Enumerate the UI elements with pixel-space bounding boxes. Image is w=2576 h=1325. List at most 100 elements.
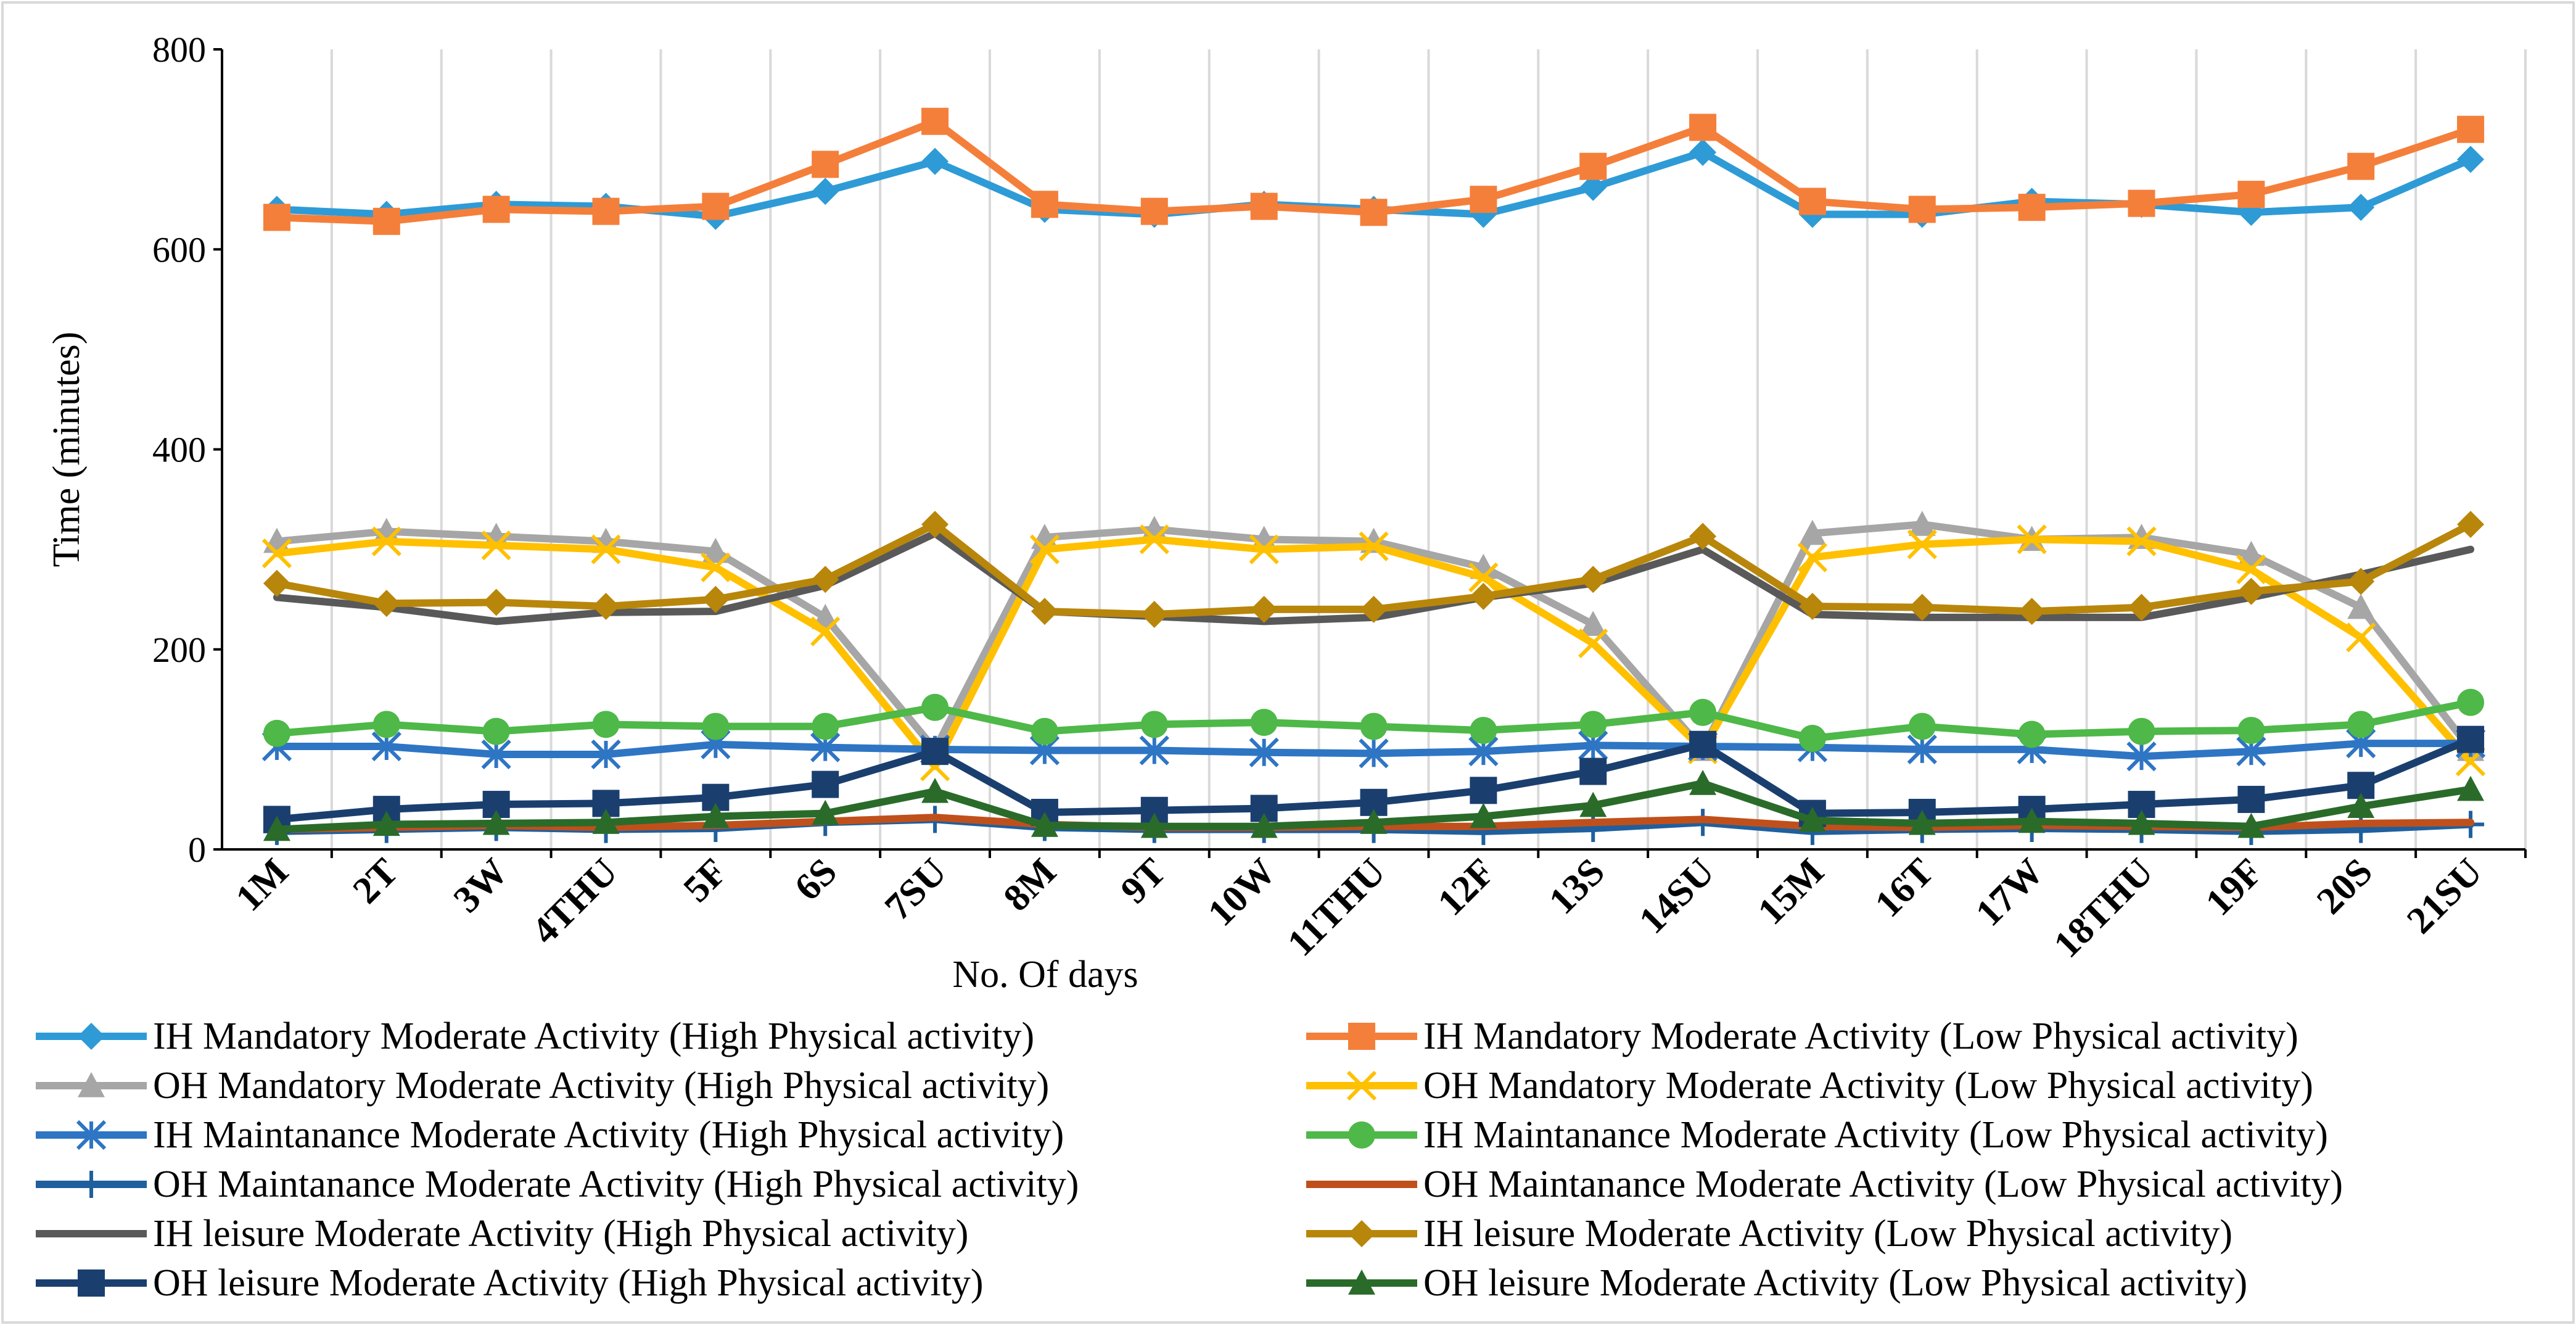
data-point [263,204,290,231]
data-point [1250,192,1278,220]
data-point [1689,114,1717,141]
series-10 [263,511,2485,629]
data-point [1140,711,1168,738]
data-point [1031,812,1058,837]
data-point [78,1072,105,1097]
legend-item: IH Maintanance Moderate Activity (High P… [36,1114,1064,1156]
data-point [1348,1220,1375,1247]
data-point [1031,191,1058,218]
data-point [702,192,730,220]
data-point [1029,534,1060,564]
data-point [1250,709,1278,737]
data-point [76,1120,107,1150]
data-point [1140,812,1168,838]
data-point [921,693,949,721]
legend-item: OH Mandatory Moderate Activity (High Phy… [36,1065,1049,1107]
legend-item: OH Maintanance Moderate Activity (High P… [36,1163,1079,1205]
data-point [1346,1070,1377,1101]
data-point [2457,775,2485,801]
data-point [702,803,730,828]
data-point [2457,725,2485,753]
data-point [2457,511,2485,539]
x-axis-title: No. Of days [952,954,1138,996]
legend-label: OH Maintanance Moderate Activity (Low Ph… [1423,1163,2343,1205]
data-point [78,1171,105,1198]
data-point [1797,542,1828,572]
data-point [1798,725,1826,753]
data-point [2236,554,2266,585]
data-point [1579,757,1607,785]
data-point [372,207,400,235]
y-axis-ticks: 0 200 400 600 800 [152,30,222,870]
data-point [1908,511,1936,536]
data-point [1031,598,1058,625]
legend-item: IH Maintanance Moderate Activity (Low Ph… [1306,1114,2328,1156]
data-point [1359,531,1389,561]
data-point [2237,812,2265,838]
y-tick-label: 600 [152,229,206,270]
data-point [1470,803,1497,828]
data-point [372,711,400,738]
data-point [2128,593,2155,621]
data-point [1360,712,1388,740]
data-point [2126,741,2157,772]
data-point [702,712,730,740]
data-point [263,569,290,597]
series-12 [263,769,2485,841]
data-point [1249,737,1279,767]
data-point [1798,519,1826,545]
data-point [591,739,621,770]
data-point [1139,524,1169,555]
data-point [921,147,949,175]
data-point [1348,1121,1375,1149]
data-point [591,534,621,564]
data-point [1579,173,1607,201]
data-point [592,593,620,621]
data-point [2347,194,2375,221]
legend-item: OH leisure Moderate Activity (Low Physic… [1306,1262,2247,1304]
data-point [2018,807,2046,833]
data-point [1031,717,1058,745]
legend-label: IH Mandatory Moderate Activity (High Phy… [153,1015,1034,1057]
data-point [2128,717,2155,745]
data-point [1579,791,1607,817]
data-point [2457,688,2485,716]
legend-label: OH leisure Moderate Activity (Low Physic… [1423,1262,2247,1304]
data-point [1468,562,1499,593]
legend-item: IH Mandatory Moderate Activity (Low Phys… [1306,1015,2298,1057]
legend-label: OH Maintanance Moderate Activity (High P… [153,1163,1079,1205]
series-2 [263,107,2485,235]
legend-item: OH Mandatory Moderate Activity (Low Phys… [1306,1065,2313,1107]
series-6 [263,688,2485,753]
data-point [261,538,292,569]
data-point [1908,809,1936,835]
data-point [263,719,290,747]
data-point [482,717,510,745]
data-point [482,588,510,616]
data-point [1907,529,1937,559]
data-point [482,196,510,223]
data-point [2237,540,2265,566]
legend-label: IH leisure Moderate Activity (Low Physic… [1423,1213,2232,1255]
data-point [1908,196,1936,223]
data-point [2457,146,2485,173]
data-point [921,777,949,803]
legend-item: OH Maintanance Moderate Activity (Low Ph… [1306,1163,2343,1205]
data-point [78,1269,105,1297]
data-point [1359,738,1389,769]
data-point [1348,1269,1375,1295]
data-point [1798,806,1826,832]
data-point [1250,595,1278,623]
data-point [2347,152,2375,180]
data-point [1689,138,1717,166]
data-point [2346,622,2376,653]
data-point [1689,730,1717,758]
series-layer [261,107,2486,845]
data-point [1907,734,1937,765]
data-point [2018,598,2046,625]
data-point [2018,720,2046,748]
data-point [1689,769,1717,795]
data-point [1579,152,1607,180]
data-point [1908,712,1936,740]
